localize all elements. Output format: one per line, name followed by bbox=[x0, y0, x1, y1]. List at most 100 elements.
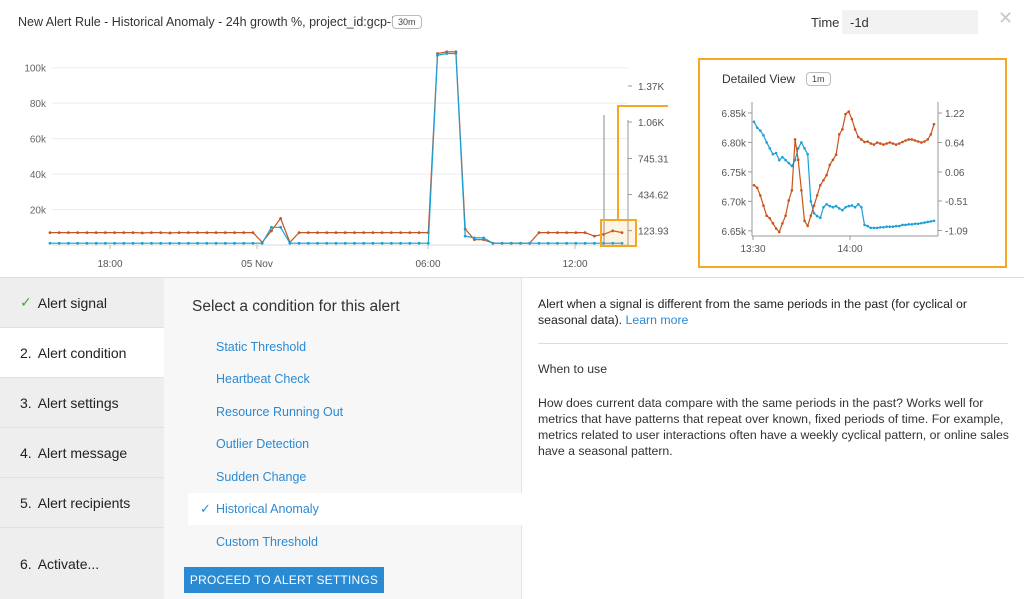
data-point bbox=[519, 241, 522, 245]
data-point bbox=[809, 200, 813, 203]
data-point bbox=[793, 138, 797, 141]
data-point bbox=[809, 214, 813, 218]
data-point bbox=[897, 142, 901, 145]
data-point bbox=[279, 217, 283, 220]
zoom-highlight bbox=[600, 219, 637, 247]
data-point bbox=[565, 231, 569, 234]
option-custom-threshold[interactable]: Custom Threshold bbox=[188, 526, 522, 558]
when-to-use-body: How does current data compare with the s… bbox=[538, 396, 1009, 458]
data-point bbox=[399, 241, 402, 245]
option-historical-anomaly[interactable]: ✓ Historical Anomaly bbox=[188, 493, 522, 525]
data-point bbox=[150, 241, 153, 245]
data-point bbox=[913, 222, 917, 226]
intro-text: Alert when a signal is different from th… bbox=[538, 297, 967, 327]
data-point bbox=[140, 231, 144, 235]
step-alert-message[interactable]: 4. Alert message bbox=[0, 428, 164, 478]
data-point bbox=[853, 205, 857, 209]
data-point bbox=[856, 135, 860, 139]
data-point bbox=[841, 208, 844, 212]
option-label: Resource Running Out bbox=[216, 405, 344, 419]
option-outlier-detection[interactable]: Outlier Detection bbox=[188, 428, 522, 460]
data-point bbox=[923, 140, 926, 143]
data-point bbox=[445, 52, 449, 55]
data-point bbox=[509, 241, 513, 245]
step-alert-settings[interactable]: 3. Alert settings bbox=[0, 378, 164, 428]
option-sudden-change[interactable]: Sudden Change bbox=[188, 461, 522, 493]
main-chart[interactable]: 20k 40k 60k 80k 100k 123.93 434.62 745.31 1.06K 1… bbox=[0, 40, 700, 275]
data-point bbox=[297, 241, 301, 245]
data-point bbox=[910, 138, 914, 141]
data-point bbox=[343, 231, 347, 234]
data-point bbox=[602, 241, 605, 245]
data-point bbox=[759, 194, 762, 197]
data-point bbox=[913, 139, 917, 142]
data-point bbox=[57, 241, 61, 245]
x-tick-label: 14:00 bbox=[837, 244, 862, 255]
data-point bbox=[875, 141, 879, 144]
when-to-use-heading: When to use bbox=[538, 362, 608, 376]
detailed-view-chart[interactable]: 6.65k 6.70k 6.75k 6.80k 6.85k -1.09 -0.51 0.06 0… bbox=[700, 60, 1005, 266]
option-resource-running-out[interactable]: Resource Running Out bbox=[188, 396, 522, 428]
series-line bbox=[753, 121, 935, 229]
step-label: Alert recipients bbox=[37, 494, 131, 511]
data-point bbox=[926, 138, 929, 141]
data-point bbox=[771, 152, 775, 156]
right-tick-label: 0.06 bbox=[945, 168, 965, 179]
data-point bbox=[879, 142, 882, 145]
data-point bbox=[872, 226, 876, 230]
data-point bbox=[755, 186, 759, 190]
data-point bbox=[812, 204, 816, 207]
data-point bbox=[389, 241, 393, 245]
detailed-view-panel: 6.65k 6.70k 6.75k 6.80k 6.85k -1.09 -0.51 0.06 0… bbox=[698, 58, 1007, 268]
data-point bbox=[904, 139, 907, 142]
data-point bbox=[270, 225, 273, 229]
data-point bbox=[907, 223, 911, 226]
data-point bbox=[850, 117, 854, 121]
right-tick-label: 1.37K bbox=[638, 82, 664, 93]
step-activate[interactable]: 6. Activate... bbox=[0, 528, 164, 599]
time-label: Time bbox=[811, 15, 840, 30]
data-point bbox=[546, 241, 550, 245]
option-heartbeat-check[interactable]: Heartbeat Check bbox=[188, 363, 522, 395]
step-alert-condition[interactable]: 2. Alert condition bbox=[0, 328, 164, 378]
data-point bbox=[882, 143, 885, 146]
data-point bbox=[343, 241, 347, 245]
option-label: Custom Threshold bbox=[216, 535, 318, 549]
data-point bbox=[214, 241, 218, 245]
close-icon[interactable]: ✕ bbox=[998, 8, 1014, 28]
data-point bbox=[233, 231, 236, 234]
y-tick-label: 60k bbox=[30, 135, 47, 146]
data-point bbox=[825, 202, 828, 206]
data-point bbox=[831, 205, 835, 209]
data-point bbox=[875, 226, 879, 230]
data-point bbox=[205, 241, 209, 245]
data-point bbox=[177, 241, 181, 245]
learn-more-link[interactable]: Learn more bbox=[625, 313, 689, 327]
data-point bbox=[140, 241, 144, 245]
option-label: Heartbeat Check bbox=[216, 372, 310, 386]
data-point bbox=[565, 241, 569, 245]
data-point bbox=[822, 205, 825, 209]
data-point bbox=[787, 161, 791, 165]
option-static-threshold[interactable]: Static Threshold bbox=[188, 331, 522, 363]
data-point bbox=[765, 141, 768, 144]
data-point bbox=[850, 204, 854, 207]
data-point bbox=[76, 241, 80, 245]
data-point bbox=[790, 189, 794, 192]
data-point bbox=[932, 219, 936, 223]
step-number: 6. bbox=[20, 556, 32, 572]
x-tick-label: 18:00 bbox=[97, 259, 122, 270]
data-point bbox=[806, 152, 809, 156]
data-point bbox=[888, 141, 892, 144]
time-range-input[interactable] bbox=[842, 10, 978, 34]
data-point bbox=[371, 241, 375, 245]
data-point bbox=[168, 231, 172, 235]
data-point bbox=[306, 231, 310, 234]
data-point bbox=[353, 231, 356, 234]
data-point bbox=[48, 241, 52, 245]
step-alert-signal[interactable]: ✓ Alert signal bbox=[0, 278, 164, 328]
data-point bbox=[242, 231, 246, 234]
data-point bbox=[800, 189, 803, 192]
step-alert-recipients[interactable]: 5. Alert recipients bbox=[0, 478, 164, 528]
proceed-button[interactable]: PROCEED TO ALERT SETTINGS bbox=[184, 567, 384, 593]
